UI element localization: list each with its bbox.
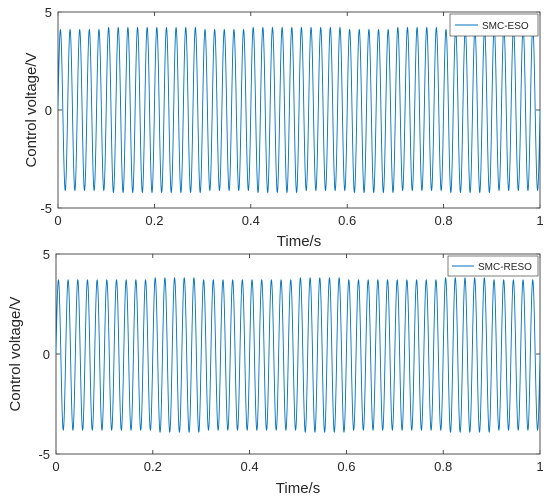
x-tick-label: 0.4 bbox=[241, 459, 259, 474]
x-tick-label: 0.8 bbox=[434, 459, 452, 474]
x-tick-label: 0 bbox=[52, 459, 59, 474]
y-tick-label: 0 bbox=[45, 103, 52, 118]
x-tick-label: 1 bbox=[536, 213, 543, 228]
chart-bottom: 0 0.2 0.4 0.6 0.8 1 50-5 Time/s Control volta… bbox=[7, 247, 544, 497]
x-tick-label: 1 bbox=[536, 459, 543, 474]
y-tick-label: 5 bbox=[43, 247, 50, 262]
x-tick-label: 0.4 bbox=[242, 213, 260, 228]
y-ticks-bottom: 5 0 -5 bbox=[38, 247, 540, 462]
x-ticks-top: 0 0.2 0.4 0.6 0.8 1 bbox=[54, 12, 544, 228]
y-axis-label-top: Control voltage/V bbox=[23, 52, 40, 167]
x-axis-label-top: Time/s bbox=[277, 233, 321, 250]
chart-top: 0 0.2 0.4 0.6 0.8 1 50-5 Time/s Control volta… bbox=[23, 5, 544, 250]
legend-top: SMC-ESO bbox=[449, 13, 539, 37]
y-tick-label: -5 bbox=[40, 201, 52, 216]
x-tick-label: 0.6 bbox=[338, 213, 356, 228]
x-axis-label-bottom: Time/s bbox=[276, 480, 320, 497]
x-tick-label: 0.2 bbox=[144, 459, 162, 474]
y-ticks-top: 5 0 -5 bbox=[40, 5, 540, 216]
x-tick-label: 0.8 bbox=[435, 213, 453, 228]
legend-label-smc-eso: SMC-ESO bbox=[482, 21, 529, 32]
series-line-smc-eso bbox=[57, 26, 541, 194]
y-tick-label: -5 bbox=[38, 447, 50, 462]
y-tick-label: 0 bbox=[43, 347, 50, 362]
x-tick-label: 0.2 bbox=[145, 213, 163, 228]
series-line-smc-reso bbox=[55, 277, 541, 434]
y-tick-label: 5 bbox=[45, 5, 52, 20]
x-ticks-bottom: 0 0.2 0.4 0.6 0.8 1 bbox=[52, 254, 544, 474]
legend-label-smc-reso: SMC-RESO bbox=[478, 262, 532, 273]
legend-box-top bbox=[449, 13, 539, 37]
legend-bottom: SMC-RESO bbox=[447, 255, 539, 277]
x-tick-label: 0 bbox=[54, 213, 61, 228]
y-axis-label-bottom: Control voltage/V bbox=[7, 296, 24, 411]
x-tick-label: 0.6 bbox=[337, 459, 355, 474]
legend-box-bottom bbox=[447, 255, 539, 277]
